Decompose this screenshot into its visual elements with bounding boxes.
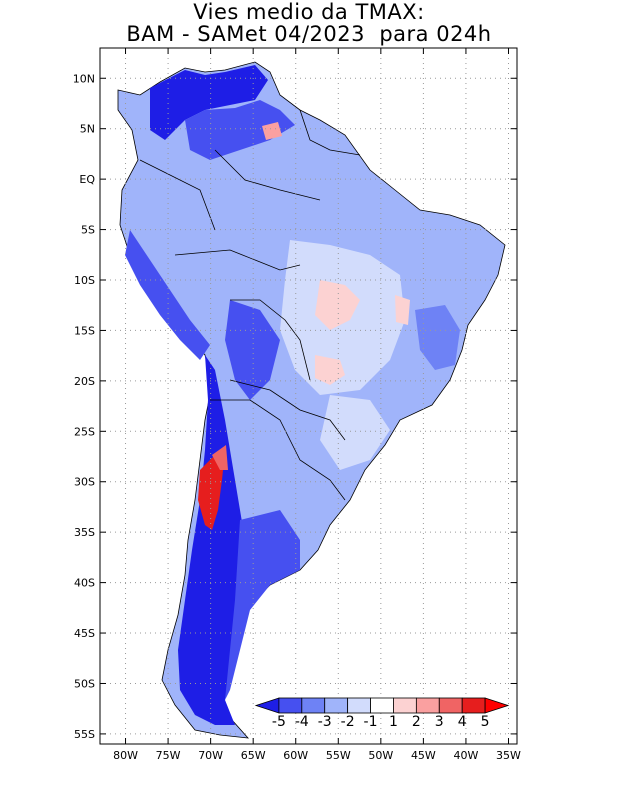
- lat-tick-label: 5S: [81, 224, 95, 237]
- colorbar-label: 2: [412, 714, 421, 730]
- strong-negative-north: [150, 65, 268, 140]
- lon-tick-label: 60W: [283, 749, 308, 762]
- negative-patagonia: [225, 510, 300, 700]
- lon-tick-label: 65W: [241, 749, 266, 762]
- colorbar-label: 1: [389, 714, 398, 730]
- gridlines: [100, 48, 517, 744]
- colorbar-label: -5: [272, 714, 286, 730]
- map-title-line1: Vies medio da TMAX:: [193, 0, 425, 24]
- colorbar-bin: [393, 697, 417, 714]
- positive-central-brazil: [315, 280, 360, 330]
- colorbar-bin: [415, 697, 440, 714]
- lat-tick-label: 30S: [74, 476, 95, 489]
- country-borders: [139, 109, 361, 501]
- lat-tick-label: 20S: [74, 375, 95, 388]
- continent-layer: [117, 61, 506, 739]
- colorbar-max-arrow: [484, 697, 510, 714]
- strong-negative-andes: [178, 355, 245, 725]
- lon-tick-label: 75W: [156, 749, 181, 762]
- lat-tick-label: EQ: [79, 173, 95, 186]
- negative-north-venezuela: [185, 100, 295, 160]
- colorbar: -5 -4 -3 -2 -1 1 2 3 4 5: [254, 697, 510, 730]
- colorbar-label: -2: [341, 714, 355, 730]
- colorbar-bin: [324, 697, 349, 714]
- lon-tick-label: 70W: [198, 749, 223, 762]
- colorbar-bin: [438, 697, 463, 714]
- lat-tick-label: 25S: [74, 425, 95, 438]
- lat-tick-label: 5N: [80, 123, 95, 136]
- colorbar-bin: [347, 697, 371, 714]
- colorbar-bin: [301, 697, 326, 714]
- positive-guyana-spot: [262, 122, 282, 140]
- lat-tick-label: 10S: [74, 274, 95, 287]
- lat-tick-label: 10N: [73, 72, 95, 85]
- axis-ticks: 80W 75W 70W 65W 60W 55W 50W 45W 40W 35W 10N 5N EQ 5S 1…: [73, 48, 521, 762]
- colorbar-label: -3: [318, 714, 332, 730]
- lon-tick-label: 55W: [326, 749, 351, 762]
- positive-chile-halo: [212, 445, 228, 470]
- negative-bolivia: [225, 300, 280, 400]
- lon-tick-label: 40W: [454, 749, 479, 762]
- colorbar-bin: [370, 697, 394, 714]
- lat-tick-label: 50S: [74, 677, 95, 690]
- lon-tick-label: 50W: [368, 749, 393, 762]
- positive-goias: [395, 295, 410, 325]
- colorbar-label: -1: [364, 714, 378, 730]
- colorbar-label: 5: [481, 714, 490, 730]
- lon-tick-label: 35W: [496, 749, 521, 762]
- colorbar-label: 4: [458, 714, 467, 730]
- lat-tick-label: 15S: [74, 324, 95, 337]
- negative-andes-peru: [125, 230, 210, 360]
- lon-tick-label: 80W: [113, 749, 138, 762]
- colorbar-label: -4: [295, 714, 309, 730]
- lat-tick-label: 45S: [74, 627, 95, 640]
- colorbar-label: 3: [435, 714, 444, 730]
- lon-tick-label: 45W: [411, 749, 436, 762]
- positive-mato-grosso: [315, 355, 345, 385]
- lat-tick-label: 35S: [74, 526, 95, 539]
- map-title-line2: BAM - SAMet 04/2023 para 024h: [126, 22, 492, 46]
- lat-tick-label: 40S: [74, 577, 95, 590]
- light-southern-brazil: [320, 395, 390, 470]
- lat-tick-label: 55S: [74, 728, 95, 741]
- strong-positive-chile: [198, 450, 225, 530]
- negative-northeast: [415, 305, 460, 370]
- colorbar-bin: [461, 697, 486, 714]
- colorbar-bin: [278, 697, 303, 714]
